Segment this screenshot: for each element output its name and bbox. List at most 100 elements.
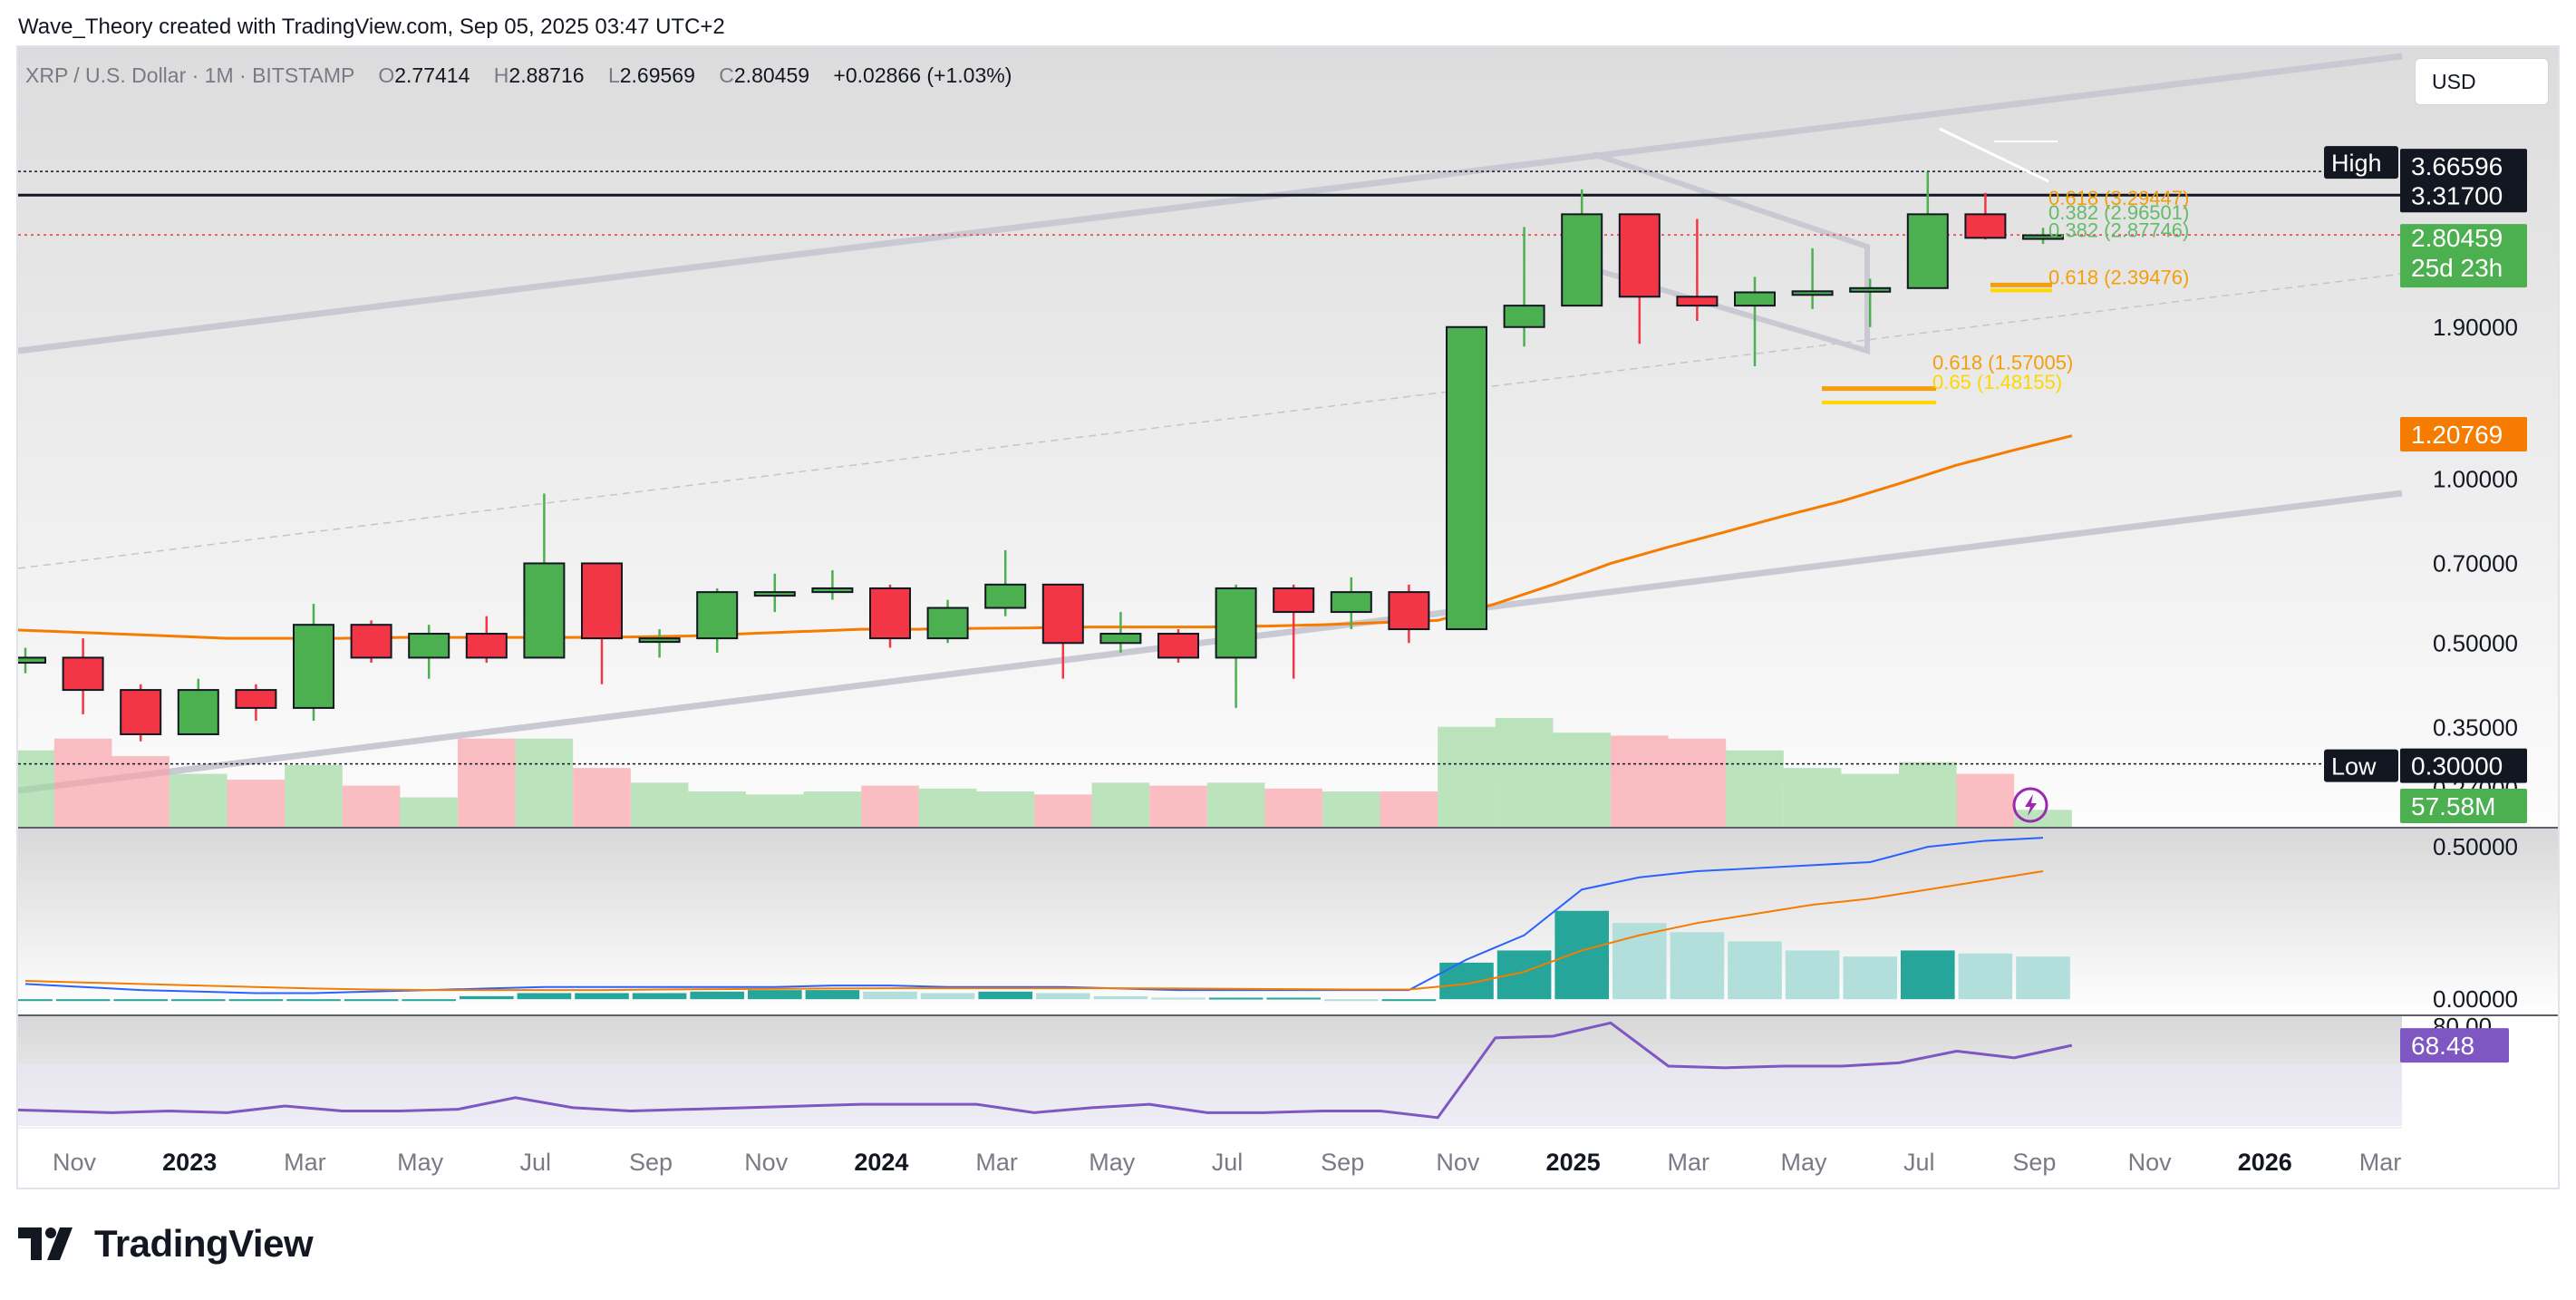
volume-bar	[1611, 735, 1669, 827]
candle-body	[1791, 290, 1834, 296]
volume-bar	[746, 794, 804, 827]
volume-bar	[803, 791, 862, 827]
candle	[1446, 325, 1487, 631]
candle-body	[811, 587, 854, 594]
macd-histogram-bar	[632, 993, 687, 1000]
candle-body	[638, 637, 681, 644]
rsi-value-text: 68.48	[2411, 1032, 2474, 1060]
volume-bar	[1553, 732, 1611, 827]
macd-histogram-bar	[460, 995, 514, 1000]
candle-body	[753, 591, 796, 597]
macd-histogram-bar	[1496, 950, 1552, 1000]
low-value: 2.69569	[619, 63, 695, 87]
lightning-bolt	[2025, 794, 2037, 816]
low-price-badge-text: 0.30000	[2411, 752, 2503, 781]
brand[interactable]: TradingView	[18, 1217, 314, 1271]
volume-bar	[18, 750, 54, 827]
macd-pane-background	[18, 829, 2558, 1014]
time-axis-label: 2023	[162, 1149, 217, 1176]
candle-body	[1446, 325, 1487, 631]
candle	[984, 549, 1027, 616]
price-axis-label: 1.00000	[2433, 465, 2518, 492]
candle	[1041, 583, 1084, 679]
fib-level-label: 0.618 (1.57005)	[1932, 352, 2073, 374]
macd-histogram-bar	[1728, 941, 1782, 1000]
candle	[465, 616, 508, 664]
candle	[2022, 228, 2064, 245]
volume-bar	[630, 782, 689, 827]
volume-bar	[1380, 791, 1438, 827]
candle	[1618, 213, 1661, 344]
volume-bar	[976, 791, 1034, 827]
time-axis-label: Mar	[975, 1149, 1018, 1176]
candle-body	[1734, 291, 1776, 307]
time-axis-label: 2024	[854, 1149, 908, 1176]
time-axis-label: Sep	[2012, 1149, 2056, 1176]
macd-histogram-bar	[805, 990, 860, 1000]
time-axis-label: Mar	[1668, 1149, 1710, 1176]
candle-body	[1964, 213, 2007, 239]
candle-body	[1157, 633, 1199, 659]
volume-bar	[400, 797, 458, 827]
candle-body	[1215, 587, 1257, 659]
candle	[1099, 612, 1142, 653]
tradingview-logo-icon	[18, 1227, 73, 1260]
lightning-icon	[2012, 787, 2048, 823]
macd-histogram-bar	[344, 999, 399, 1002]
price-axis-label: 0.35000	[2433, 713, 2518, 741]
low-tag-text: Low	[2331, 753, 2377, 781]
candle	[293, 604, 334, 722]
fib-drawing-line	[1939, 127, 2049, 183]
low-tag	[2324, 749, 2398, 782]
chart-area[interactable]: 0.618 (3.29447) 0.382 (2.96501) 0.382 (2.8…	[16, 45, 2560, 1189]
time-axis-label: May	[397, 1149, 444, 1176]
macd-histogram-bar	[690, 991, 744, 1000]
candle-body	[465, 633, 508, 659]
rsi-band	[18, 1064, 2402, 1126]
candle	[62, 638, 104, 714]
macd-histogram-bar	[2016, 956, 2070, 1000]
candle-body	[1906, 213, 1949, 289]
time-axis-label: 2025	[1546, 1149, 1601, 1176]
candle-body	[62, 656, 104, 692]
candle	[1791, 247, 1834, 309]
candle-body	[1561, 213, 1603, 307]
macd-histogram-bar	[1381, 999, 1437, 1002]
candle-body	[926, 606, 969, 640]
candle	[1215, 584, 1257, 708]
macd-axis-label: 0.00000	[2433, 985, 2518, 1013]
chart-canvas[interactable]: 0.618 (3.29447)0.382 (2.96501)0.382 (2.8…	[18, 47, 2560, 1189]
high-tag-text: High	[2331, 150, 2382, 177]
candle-body	[1388, 591, 1430, 631]
macd-histogram-bar	[920, 993, 975, 1000]
time-axis-label: Nov	[744, 1149, 789, 1176]
time-axis-label: Jul	[520, 1149, 552, 1176]
candle-body	[350, 624, 392, 659]
volume-bar	[111, 756, 169, 827]
candle	[235, 684, 277, 722]
symbol-legend[interactable]: XRP / U.S. Dollar · 1M · BITSTAMP O2.774…	[25, 63, 1012, 88]
macd-histogram-bar	[113, 999, 168, 1002]
macd-histogram-bar	[1324, 999, 1379, 1002]
volume-bar	[515, 738, 574, 827]
macd-histogram-bar	[1554, 910, 1609, 1000]
ma-price-badge-text: 1.20769	[2411, 421, 2503, 449]
candle-body	[1618, 213, 1661, 298]
time-axis-label: Mar	[284, 1149, 326, 1176]
fib-level-label: 0.382 (2.87746)	[2048, 218, 2189, 241]
time-axis-label: Sep	[629, 1149, 673, 1176]
high-price-badge-text: 3.66596	[2411, 152, 2503, 180]
macd-histogram-bar	[1901, 950, 1955, 1000]
macd-histogram-bar	[1670, 932, 1725, 1000]
volume-bar	[227, 780, 286, 827]
fib-level-label: 0.382 (2.96501)	[2048, 201, 2189, 224]
channel-upper-line	[18, 53, 2403, 354]
time-axis-label: Nov	[2128, 1149, 2173, 1176]
volume-bar	[1438, 726, 1496, 827]
currency-button[interactable]: USD	[2415, 58, 2549, 105]
symbol-name[interactable]: XRP / U.S. Dollar · 1M · BITSTAMP	[25, 63, 354, 87]
macd-histogram-bar	[18, 999, 53, 1002]
volume-bar	[169, 773, 228, 827]
last-price-text: 2.80459	[2411, 224, 2503, 252]
time-axis-label: Nov	[53, 1149, 97, 1176]
